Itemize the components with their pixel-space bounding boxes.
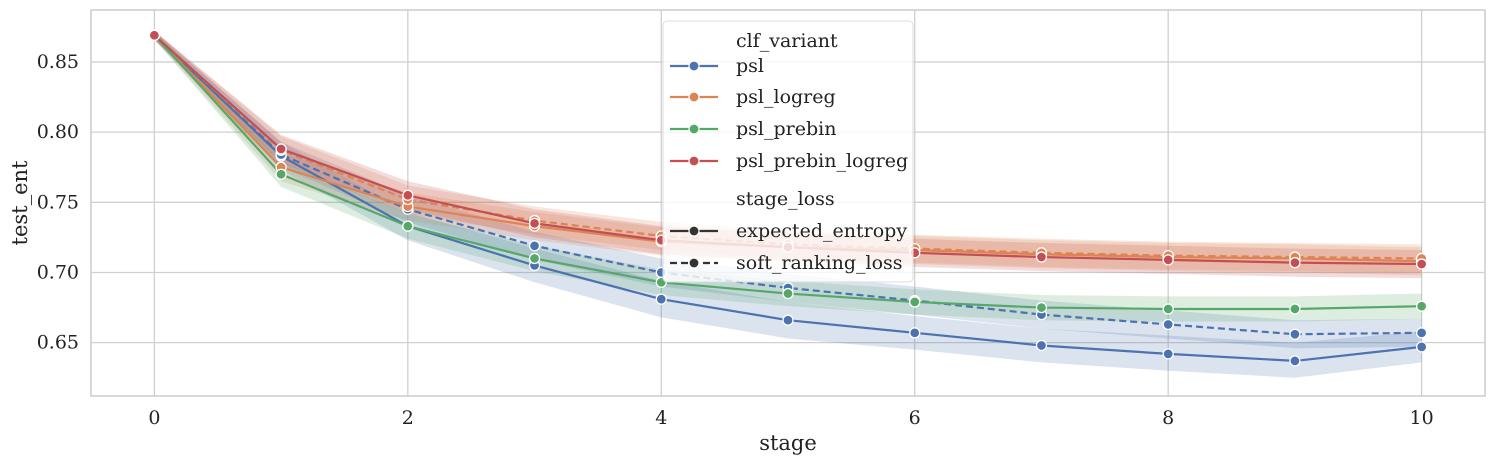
series-psl-prebin-logreg-expected-entropy-point — [1415, 258, 1428, 270]
series-psl-prebin-logreg-expected-entropy-point — [1289, 257, 1301, 269]
plot-frame — [90, 9, 1486, 397]
y-tick-label: 0.70 — [37, 261, 79, 283]
series-psl-prebin-logreg-expected-entropy-point — [148, 29, 161, 41]
series-psl-soft-ranking-loss-point — [528, 240, 541, 252]
y-tick-label: 0.75 — [37, 191, 79, 213]
y-tick-label: 0.85 — [37, 51, 79, 73]
x-tick-label: 6 — [909, 407, 921, 429]
y-tick-label: 0.80 — [37, 121, 79, 143]
series-markers — [148, 29, 1428, 367]
x-tick-label: 4 — [655, 407, 667, 429]
series-psl-prebin-logreg-expected-entropy-point — [1035, 251, 1048, 263]
series-psl-expected-entropy-band — [154, 31, 1422, 378]
series-psl-expected-entropy-point — [1415, 341, 1428, 353]
legend-marker-psl — [688, 60, 700, 72]
legend-marker-psl-logreg — [688, 91, 700, 103]
legend-label-psl: psl — [736, 55, 764, 77]
x-axis-label: stage — [759, 431, 817, 455]
legend-marker-psl-prebin-logreg — [688, 155, 700, 167]
series-psl-expected-entropy-point — [1289, 355, 1301, 367]
x-tick-label: 8 — [1162, 407, 1174, 429]
legend-label-psl-logreg: psl_logreg — [736, 86, 836, 108]
y-axis-label: test_ent — [8, 160, 32, 246]
series-psl-expected-entropy-point — [1162, 348, 1174, 360]
series-psl-expected-entropy-point — [782, 314, 794, 326]
series-psl-soft-ranking-loss-point — [1289, 328, 1301, 340]
legend-label-psl-prebin: psl_prebin — [736, 118, 836, 140]
x-tick-label: 0 — [148, 407, 160, 429]
series-psl-prebin-logreg-expected-entropy-point — [402, 189, 414, 201]
tick-labels: 0 2 4 6 8 10 0.65 0.70 0.75 0.80 0.85 — [37, 51, 1434, 429]
series-psl-soft-ranking-loss-line — [153, 34, 1422, 336]
series-psl-prebin-expected-entropy-point — [909, 296, 921, 308]
series-psl-prebin-expected-entropy-point — [1162, 303, 1174, 315]
legend-marker-expected-entropy — [688, 225, 700, 237]
series-psl-prebin-expected-entropy-point — [402, 220, 414, 232]
series-psl-prebin-expected-entropy-point — [1289, 303, 1301, 315]
legend-label-soft-ranking-loss: soft_ranking_loss — [736, 252, 903, 274]
legend-title-clf-variant: clf_variant — [736, 30, 838, 52]
series-psl-logreg-soft-ranking-loss-line — [153, 34, 1422, 260]
series-psl-prebin-expected-entropy-point — [1415, 300, 1428, 312]
series-psl-soft-ranking-loss-point — [1162, 318, 1174, 331]
series-psl-prebin-expected-entropy-point — [528, 252, 541, 265]
series-psl-prebin-expected-entropy-point — [1035, 301, 1048, 314]
legend-marker-soft-ranking-loss — [688, 257, 700, 269]
legend: clf_variant stage_loss psl psl_logreg psl_… — [662, 20, 914, 283]
series-psl-prebin-expected-entropy-band — [154, 31, 1422, 322]
series-psl-logreg-soft-ranking-loss-band — [154, 31, 1422, 273]
series-psl-prebin-expected-entropy-point — [782, 287, 794, 300]
legend-items: psl psl_logreg psl_prebin psl_prebin_logreg… — [670, 55, 908, 274]
legend-label-psl-prebin-logreg: psl_prebin_logreg — [736, 150, 908, 172]
x-tick-label: 10 — [1410, 407, 1434, 429]
series-psl-soft-ranking-loss-point — [1415, 327, 1428, 339]
legend-marker-psl-prebin — [688, 123, 700, 135]
series-psl-expected-entropy-point — [909, 327, 921, 339]
series-psl-logreg-expected-entropy-band — [154, 31, 1422, 276]
x-tick-label: 2 — [402, 407, 414, 429]
legend-box — [662, 20, 914, 283]
series-psl-prebin-expected-entropy-point — [275, 168, 287, 180]
series-psl-prebin-logreg-expected-entropy-point — [1162, 254, 1174, 266]
series-psl-prebin-logreg-expected-entropy-point — [275, 143, 287, 155]
series-psl-expected-entropy-point — [1035, 339, 1048, 352]
series-psl-expected-entropy-point — [655, 293, 667, 305]
y-tick-label: 0.65 — [37, 332, 79, 354]
legend-label-expected-entropy: expected_entropy — [736, 220, 907, 242]
legend-title-stage-loss: stage_loss — [736, 188, 835, 210]
series-psl-prebin-logreg-expected-entropy-point — [528, 217, 541, 230]
